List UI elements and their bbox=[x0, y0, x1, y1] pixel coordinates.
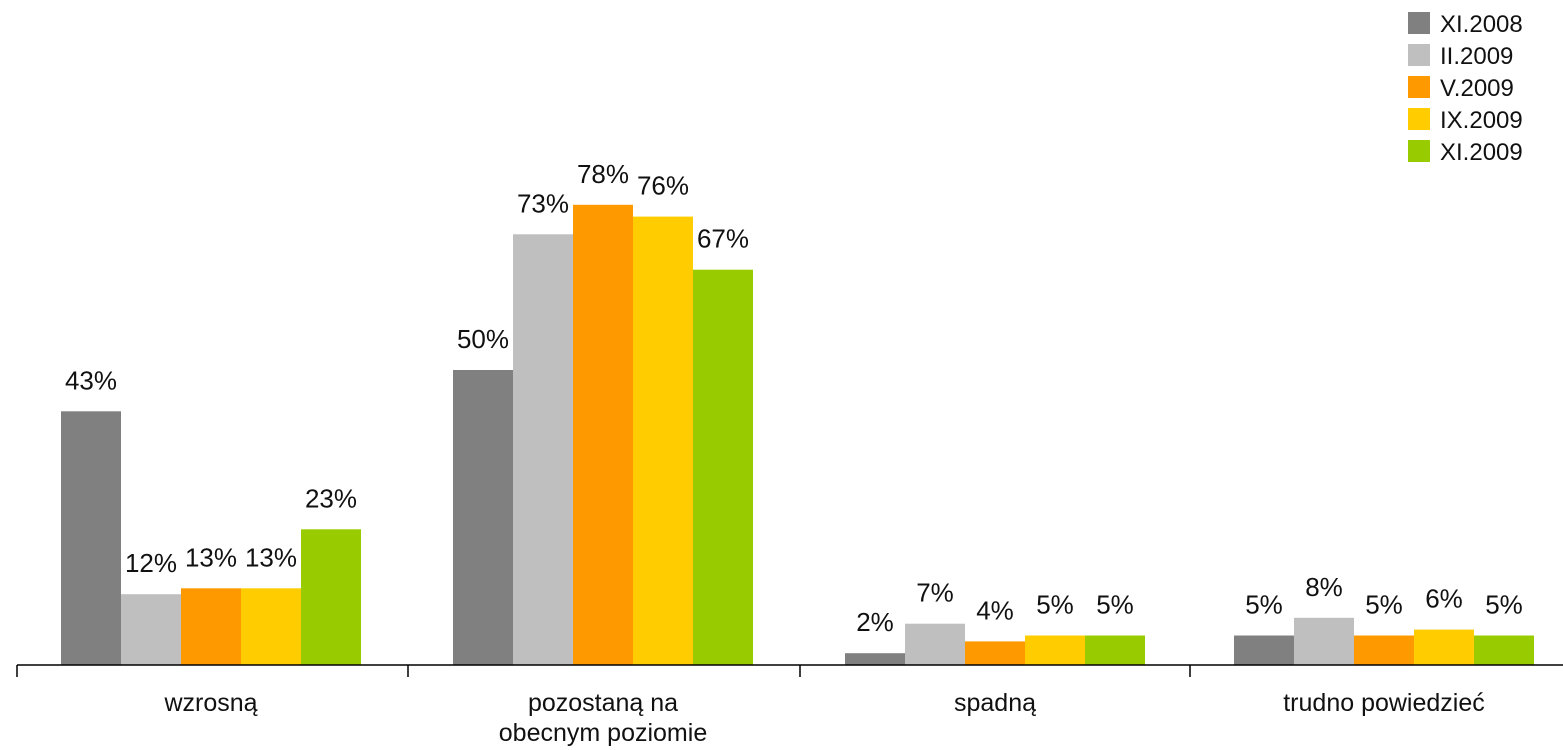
legend-swatch bbox=[1408, 108, 1430, 130]
category-label: obecnym poziomie bbox=[499, 719, 707, 747]
data-label: 13% bbox=[185, 542, 237, 572]
bar-3-series-2 bbox=[905, 623, 965, 665]
category-label: trudno powiedzieć bbox=[1283, 689, 1485, 717]
bars-layer bbox=[61, 204, 1534, 666]
bar-1-series-2 bbox=[121, 594, 181, 665]
bar-3-series-3 bbox=[965, 641, 1025, 665]
bar-2-series-4 bbox=[633, 216, 693, 665]
data-label: 6% bbox=[1425, 584, 1463, 614]
data-label: 76% bbox=[637, 171, 689, 201]
bar-1-series-3 bbox=[181, 588, 241, 665]
data-label: 5% bbox=[1485, 590, 1523, 620]
data-label: 2% bbox=[856, 607, 894, 637]
legend: XI.2008 II.2009 V.2009 IX.2009 XI.2009 bbox=[1408, 11, 1523, 166]
legend-swatch bbox=[1408, 76, 1430, 98]
data-label: 7% bbox=[916, 578, 954, 608]
bar-4-series-4 bbox=[1414, 629, 1474, 665]
data-label: 50% bbox=[457, 324, 509, 354]
bar-4-series-2 bbox=[1294, 617, 1354, 665]
category-label: pozostaną na bbox=[528, 689, 678, 717]
legend-label: II.2009 bbox=[1440, 43, 1513, 70]
bar-4-series-5 bbox=[1474, 635, 1534, 665]
data-label: 12% bbox=[125, 548, 177, 578]
legend-swatch bbox=[1408, 12, 1430, 34]
data-label: 5% bbox=[1365, 590, 1403, 620]
data-label: 4% bbox=[976, 595, 1014, 625]
data-label: 67% bbox=[697, 224, 749, 254]
data-label: 13% bbox=[245, 542, 297, 572]
bar-3-series-5 bbox=[1085, 635, 1145, 665]
category-label: wzrosną bbox=[163, 689, 257, 717]
legend-swatch bbox=[1408, 44, 1430, 66]
data-label: 78% bbox=[577, 159, 629, 189]
bar-1-series-5 bbox=[301, 529, 361, 665]
data-label: 5% bbox=[1036, 590, 1074, 620]
legend-label: IX.2009 bbox=[1440, 107, 1523, 134]
bar-3-series-4 bbox=[1025, 635, 1085, 665]
legend-label: V.2009 bbox=[1440, 75, 1514, 102]
category-label: spadną bbox=[954, 689, 1036, 717]
legend-label: XI.2009 bbox=[1440, 139, 1523, 166]
bar-2-series-1 bbox=[453, 370, 513, 665]
data-label: 73% bbox=[517, 188, 569, 218]
bar-2-series-3 bbox=[573, 204, 633, 666]
legend-swatch bbox=[1408, 140, 1430, 162]
bar-4-series-3 bbox=[1354, 635, 1414, 665]
bar-1-series-4 bbox=[241, 588, 301, 665]
data-labels-layer: 43% 12% 13% 13% 23% 50% 73% 78% 76% 67% 2% 7% 4% 5% 5%… bbox=[65, 159, 1523, 637]
data-label: 8% bbox=[1305, 572, 1343, 602]
bar-1-series-1 bbox=[61, 411, 121, 665]
bar-2-series-2 bbox=[513, 234, 573, 666]
legend-label: XI.2008 bbox=[1440, 11, 1523, 38]
bar-4-series-1 bbox=[1234, 635, 1294, 665]
data-label: 5% bbox=[1245, 590, 1283, 620]
bar-3-series-1 bbox=[845, 653, 905, 665]
x-axis bbox=[16, 664, 1563, 677]
bar-2-series-5 bbox=[693, 269, 753, 665]
data-label: 23% bbox=[305, 483, 357, 513]
data-label: 43% bbox=[65, 365, 117, 395]
data-label: 5% bbox=[1096, 590, 1134, 620]
